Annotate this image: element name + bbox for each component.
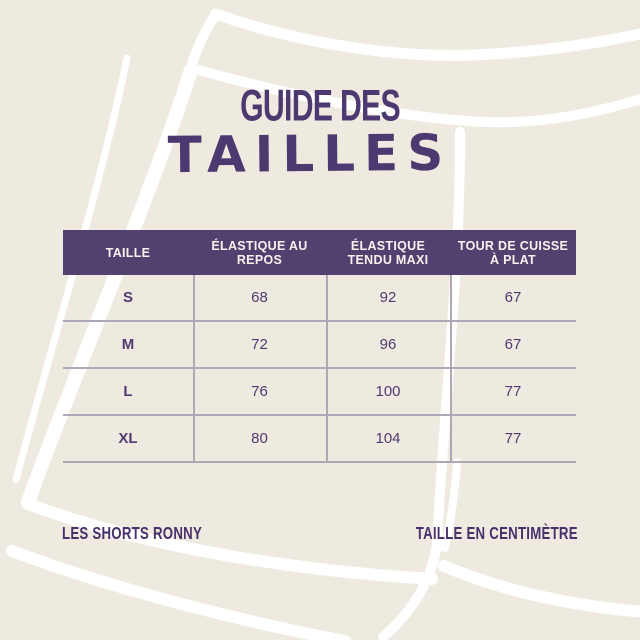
size-label: L: [123, 383, 133, 400]
title-line-1-text: GUIDE DES: [240, 80, 401, 131]
column-divider-2: [326, 275, 328, 463]
column-header-elastique-tendu: ÉLASTIQUE TENDU MAXI: [347, 238, 429, 267]
column-divider-1: [193, 275, 195, 463]
table-row-l: L 76 100 77: [63, 369, 576, 416]
size-label: XL: [118, 430, 138, 447]
value-elastique-tendu: 104: [375, 430, 401, 447]
value-elastique-tendu: 100: [375, 383, 401, 400]
page-title: GUIDE DES TAILLES: [0, 80, 640, 185]
column-header-elastique-repos: ÉLASTIQUE AU REPOS: [211, 238, 308, 267]
table-row-s: S 68 92 67: [63, 275, 576, 322]
value-elastique-tendu: 92: [379, 289, 397, 306]
unit-note: TAILLE EN CENTIMÈTRE: [415, 523, 578, 544]
brand-name: LES SHORTS RONNY: [62, 523, 203, 544]
title-line-2: TAILLES: [167, 123, 453, 185]
size-label: M: [121, 336, 135, 353]
value-elastique-tendu: 96: [379, 336, 397, 353]
title-line-1: GUIDE DES: [0, 80, 640, 131]
column-header-taille: TAILLE: [105, 245, 151, 260]
value-elastique-repos: 72: [251, 336, 268, 353]
value-elastique-repos: 68: [251, 289, 268, 306]
size-table: TAILLE ÉLASTIQUE AU REPOS ÉLASTIQUE TEND…: [63, 230, 576, 463]
value-tour-cuisse: 67: [504, 336, 522, 353]
value-elastique-repos: 80: [251, 430, 268, 447]
size-table-body: S 68 92 67 M 72 96 67 L 76 100 77: [63, 275, 576, 463]
value-tour-cuisse: 77: [504, 383, 522, 400]
value-tour-cuisse: 77: [504, 430, 522, 447]
column-header-tour-cuisse: TOUR DE CUISSE À PLAT: [457, 238, 569, 267]
value-tour-cuisse: 67: [504, 289, 522, 306]
column-divider-3: [450, 275, 452, 463]
table-row-m: M 72 96 67: [63, 322, 576, 369]
table-row-xl: XL 80 104 77: [63, 416, 576, 463]
size-label: S: [122, 289, 133, 306]
size-table-header-row: TAILLE ÉLASTIQUE AU REPOS ÉLASTIQUE TEND…: [63, 230, 576, 275]
value-elastique-repos: 76: [251, 383, 268, 400]
